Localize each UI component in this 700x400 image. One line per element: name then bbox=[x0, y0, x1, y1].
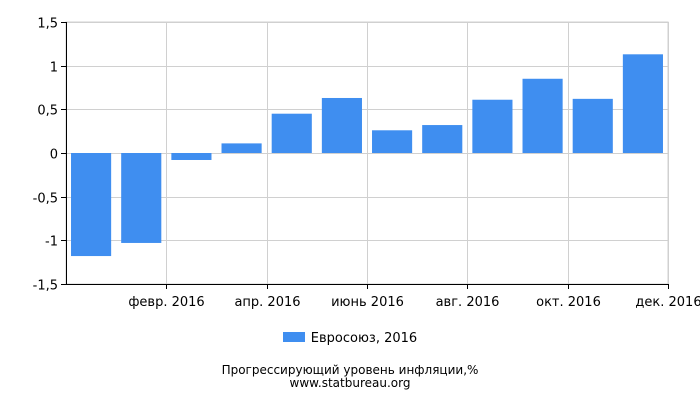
y-tick-label: 1 bbox=[50, 61, 58, 76]
bar bbox=[321, 97, 362, 153]
bar bbox=[422, 125, 463, 153]
grid bbox=[65, 21, 669, 285]
bar bbox=[522, 78, 563, 153]
chart-title: Прогрессирующий уровень инфляции,% bbox=[221, 363, 479, 377]
legend-label: Евросоюз, 2016 bbox=[310, 331, 418, 346]
x-tick-label: июнь 2016 bbox=[331, 295, 404, 310]
bar bbox=[622, 54, 663, 153]
bar bbox=[572, 98, 613, 153]
legend: Евросоюз, 2016 bbox=[0, 331, 700, 347]
bar bbox=[121, 153, 162, 243]
chart-caption: Прогрессирующий уровень инфляции,% www.s… bbox=[0, 364, 700, 390]
y-tick-label: 0 bbox=[50, 148, 58, 163]
y-tick-label: 0,5 bbox=[37, 104, 58, 119]
x-tick-label: дек. 2016 bbox=[635, 295, 700, 310]
x-tick-label: авг. 2016 bbox=[436, 295, 500, 310]
bar bbox=[71, 153, 112, 257]
y-tick-label: -1,5 bbox=[33, 279, 58, 294]
x-tick-label: февр. 2016 bbox=[128, 295, 204, 310]
bar bbox=[221, 143, 262, 153]
y-tick-label: -1 bbox=[45, 235, 58, 250]
bar bbox=[472, 99, 513, 153]
source-url: www.statbureau.org bbox=[289, 376, 411, 390]
x-tick-label: окт. 2016 bbox=[536, 295, 601, 310]
bar bbox=[372, 130, 413, 153]
y-tick-label: 1,5 bbox=[37, 17, 58, 32]
y-tick-labels: 1,5 1 0,5 0 -0,5 -1 -1,5 bbox=[33, 17, 58, 294]
x-tick-labels: февр. 2016 апр. 2016 июнь 2016 авг. 2016 окт… bbox=[128, 295, 700, 310]
legend-swatch bbox=[282, 331, 305, 342]
x-tick-label: апр. 2016 bbox=[234, 295, 300, 310]
y-tick-label: -0,5 bbox=[33, 192, 58, 207]
axes bbox=[61, 22, 669, 289]
bar bbox=[171, 153, 212, 160]
bars bbox=[71, 54, 663, 257]
bar bbox=[271, 113, 312, 153]
